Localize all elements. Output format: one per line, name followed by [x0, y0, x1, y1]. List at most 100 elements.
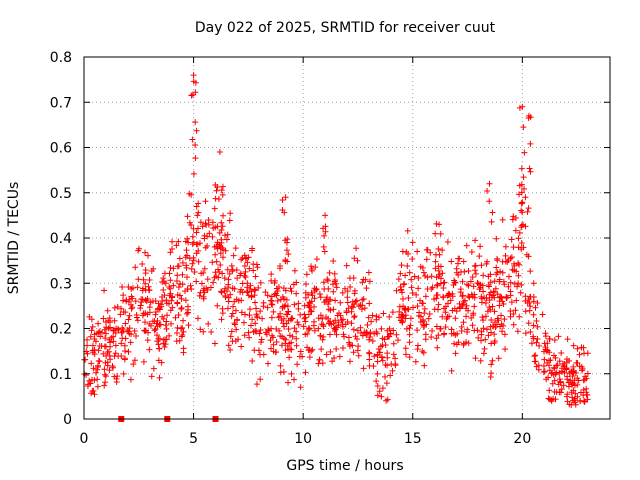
data-point	[152, 326, 159, 333]
data-point	[359, 279, 366, 286]
data-point	[570, 368, 577, 375]
data-point	[366, 278, 373, 285]
data-point	[246, 265, 253, 272]
data-point	[322, 212, 329, 219]
data-point	[347, 358, 354, 365]
data-point	[97, 333, 104, 340]
data-point	[442, 309, 449, 316]
data-point	[351, 255, 358, 262]
data-point	[574, 345, 581, 352]
data-point	[222, 232, 229, 239]
data-point	[488, 361, 495, 368]
data-point	[324, 277, 331, 284]
data-point	[106, 336, 113, 343]
data-point	[184, 235, 191, 242]
data-point	[355, 303, 362, 310]
data-point	[217, 262, 224, 269]
data-point	[409, 289, 416, 296]
data-point	[427, 249, 434, 256]
data-point	[369, 312, 376, 319]
data-point	[336, 353, 343, 360]
data-point	[402, 351, 409, 358]
data-point	[118, 329, 125, 336]
data-point	[580, 392, 587, 399]
data-point	[241, 263, 248, 270]
data-point	[475, 334, 482, 341]
data-point	[323, 351, 330, 358]
data-point	[478, 331, 485, 338]
data-point	[468, 291, 475, 298]
data-point	[374, 392, 381, 399]
data-point	[371, 353, 378, 360]
x-tick-label: 10	[294, 431, 312, 447]
data-point	[527, 168, 534, 175]
data-point	[440, 293, 447, 300]
data-point	[167, 307, 174, 314]
data-point	[228, 328, 235, 335]
data-point	[508, 299, 515, 306]
data-point	[486, 198, 493, 205]
data-point	[245, 292, 252, 299]
data-point	[179, 332, 186, 339]
data-point	[121, 355, 128, 362]
data-point	[101, 287, 108, 294]
y-tick-label: 0.7	[50, 95, 72, 111]
data-point	[90, 365, 97, 372]
data-point	[276, 265, 283, 272]
data-point	[144, 337, 151, 344]
data-point	[366, 336, 373, 343]
data-point	[541, 368, 548, 375]
data-point	[353, 336, 360, 343]
data-point	[357, 330, 364, 337]
data-point	[457, 289, 464, 296]
data-point	[367, 330, 374, 337]
data-point	[440, 331, 447, 338]
data-point	[247, 282, 254, 289]
data-point	[417, 319, 424, 326]
data-point	[219, 183, 226, 190]
data-point	[540, 363, 547, 370]
data-point	[277, 332, 284, 339]
data-point	[530, 280, 537, 287]
data-point	[487, 279, 494, 286]
data-point	[560, 382, 567, 389]
data-point	[527, 293, 534, 300]
data-point	[291, 301, 298, 308]
data-point	[357, 324, 364, 331]
data-point	[151, 327, 158, 334]
data-point	[471, 294, 478, 301]
data-point	[194, 315, 201, 322]
data-point	[383, 397, 390, 404]
data-point	[178, 325, 185, 332]
data-point	[373, 329, 380, 336]
data-point	[472, 270, 479, 277]
data-point	[515, 272, 522, 279]
data-point	[178, 295, 185, 302]
y-tick-label: 0	[63, 412, 72, 428]
data-point	[320, 333, 327, 340]
data-point	[87, 380, 94, 387]
data-point	[117, 311, 124, 318]
data-point	[507, 313, 514, 320]
data-point	[120, 292, 127, 299]
data-point	[311, 327, 318, 334]
data-point	[468, 249, 475, 256]
x-tick-label: 5	[189, 431, 198, 447]
data-point	[350, 349, 357, 356]
data-point	[352, 298, 359, 305]
data-point	[195, 247, 202, 254]
data-point	[366, 300, 373, 307]
data-point	[231, 320, 238, 327]
data-point	[229, 338, 236, 345]
data-point	[293, 290, 300, 297]
data-point	[406, 331, 413, 338]
data-point	[303, 271, 310, 278]
data-point	[282, 194, 289, 201]
data-point	[234, 275, 241, 282]
data-point	[351, 313, 358, 320]
data-point	[524, 208, 531, 215]
data-point	[477, 284, 484, 291]
data-point	[219, 310, 226, 317]
data-point	[257, 351, 264, 358]
data-point	[470, 283, 477, 290]
